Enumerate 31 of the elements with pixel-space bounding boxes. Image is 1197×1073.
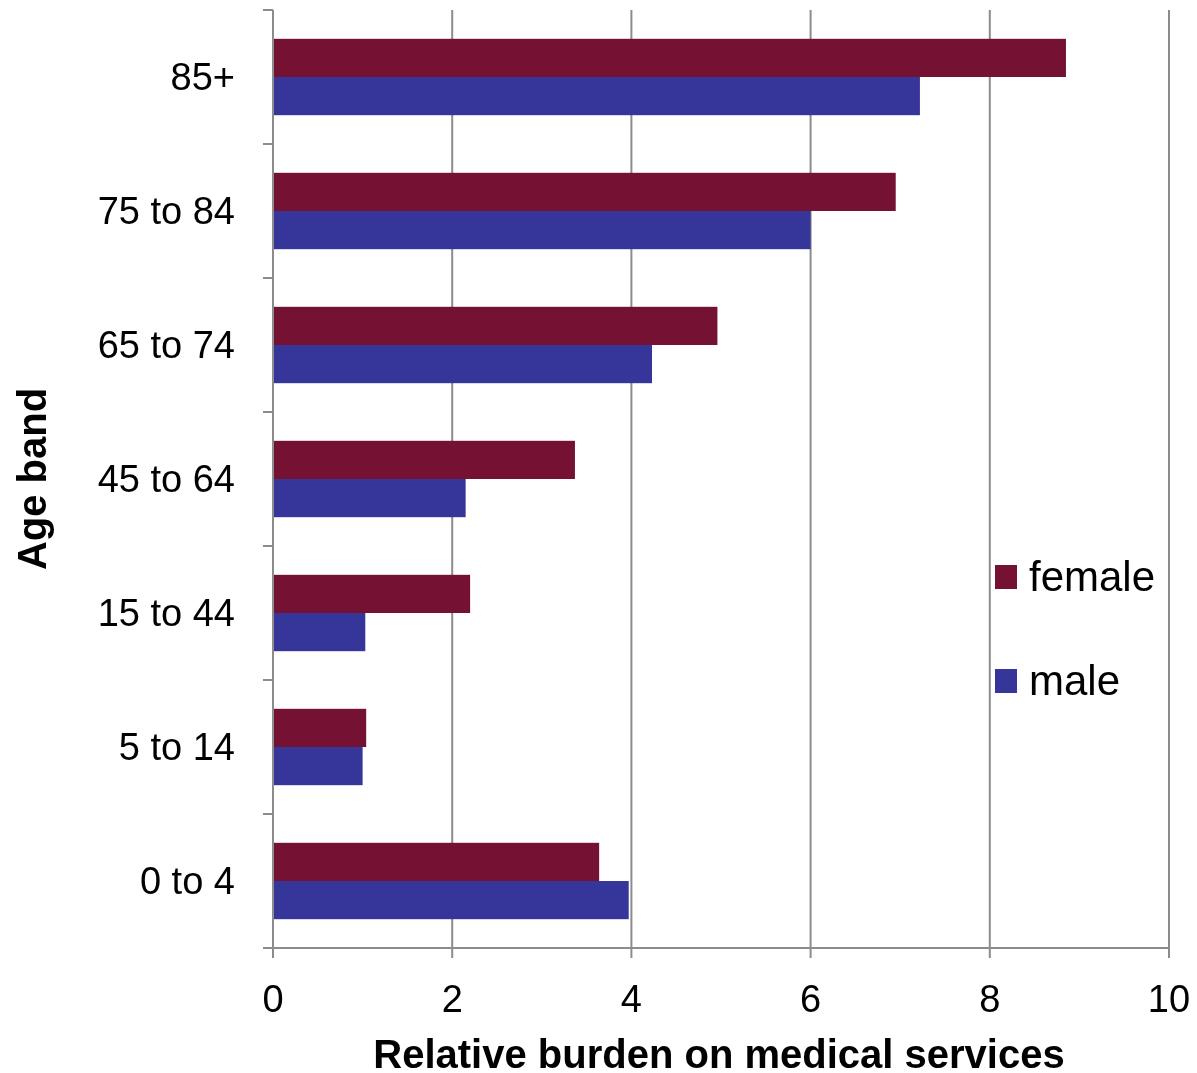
y-tick-label: 75 to 84 <box>97 190 235 232</box>
bar <box>273 708 367 747</box>
bar <box>273 38 1066 77</box>
bar <box>273 881 629 920</box>
x-tick-label: 10 <box>1147 978 1191 1020</box>
bar <box>273 172 896 211</box>
bar <box>273 842 600 881</box>
bar <box>273 306 718 345</box>
bar <box>273 440 575 479</box>
bar <box>273 211 811 250</box>
x-axis-title: Relative burden on medical services <box>373 1032 1065 1073</box>
y-axis-title: Age band <box>10 387 54 571</box>
y-tick-label: 5 to 14 <box>118 726 235 768</box>
x-tick-label: 4 <box>620 978 642 1020</box>
bar <box>273 479 466 518</box>
y-tick-label: 15 to 44 <box>97 592 235 634</box>
y-tick-label: 0 to 4 <box>139 860 235 902</box>
bar <box>273 345 653 384</box>
legend-label: female <box>1029 553 1156 600</box>
x-tick-label: 8 <box>979 978 1001 1020</box>
y-tick-label: 45 to 64 <box>97 458 235 500</box>
x-tick-label: 6 <box>800 978 822 1020</box>
x-tick-label: 2 <box>441 978 463 1020</box>
bar <box>273 613 366 652</box>
bar <box>273 77 920 116</box>
x-tick-label: 0 <box>262 978 284 1020</box>
legend-label: male <box>1029 657 1121 704</box>
y-tick-label: 85+ <box>170 56 235 98</box>
y-tick-label: 65 to 74 <box>97 324 235 366</box>
bar <box>273 747 363 786</box>
bar <box>273 574 471 613</box>
